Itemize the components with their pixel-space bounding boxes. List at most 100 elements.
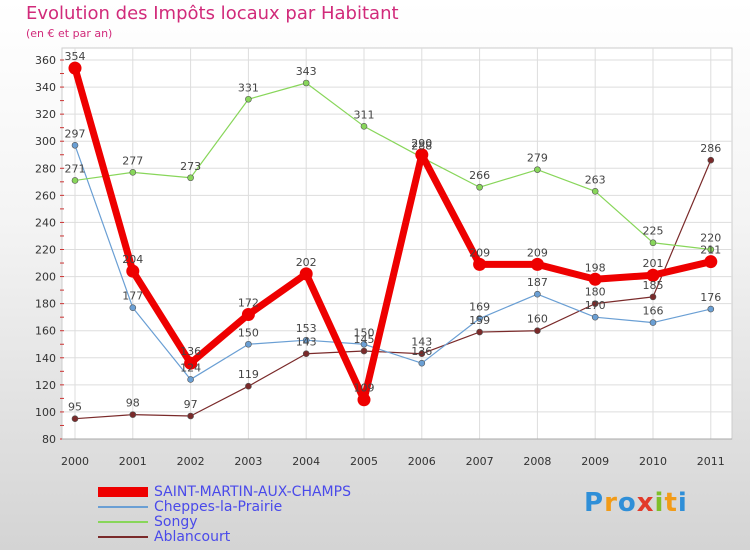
data-label: 354 — [65, 50, 86, 63]
data-label: 286 — [700, 142, 721, 155]
data-label: 95 — [68, 401, 82, 414]
legend-item-songy: Songy — [98, 513, 351, 530]
data-point — [129, 411, 137, 418]
data-point — [473, 257, 487, 271]
data-point — [534, 290, 541, 298]
data-point — [245, 340, 252, 348]
data-point — [591, 300, 599, 307]
data-label: 204 — [122, 253, 143, 266]
data-label: 202 — [296, 256, 317, 269]
data-point — [126, 264, 140, 278]
x-tick-label: 2000 — [61, 455, 89, 468]
data-label: 166 — [643, 305, 664, 318]
data-point — [302, 350, 310, 358]
data-label: 136 — [411, 345, 432, 358]
data-label: 288 — [411, 139, 432, 152]
legend-label: Songy — [154, 513, 198, 530]
plot-area — [61, 47, 733, 440]
y-tick-label: 100 — [35, 406, 56, 419]
data-label: 290 — [411, 137, 432, 150]
data-label: 185 — [643, 279, 664, 292]
logo-letter: t — [664, 488, 678, 518]
data-point — [649, 293, 657, 301]
data-point — [302, 79, 310, 87]
data-label: 159 — [469, 314, 490, 327]
data-label: 176 — [700, 291, 721, 304]
data-point — [530, 257, 544, 271]
legend-label: SAINT-MARTIN-AUX-CHAMPS — [154, 483, 351, 500]
data-label: 172 — [238, 296, 259, 309]
data-point — [360, 123, 368, 130]
data-point — [129, 304, 137, 312]
x-tick-label: 2004 — [292, 455, 320, 468]
data-point — [649, 319, 657, 326]
data-label: 209 — [527, 246, 548, 259]
data-point — [129, 169, 137, 176]
data-label: 271 — [65, 162, 86, 175]
data-point — [649, 239, 657, 247]
y-tick-label: 80 — [42, 433, 56, 446]
data-point — [357, 393, 371, 407]
data-point — [534, 166, 541, 173]
logo-letter: o — [617, 488, 637, 518]
data-point — [71, 141, 79, 149]
logo-letter: P — [584, 488, 605, 518]
data-label: 119 — [238, 368, 259, 381]
data-label: 311 — [354, 108, 375, 121]
data-label: 220 — [700, 232, 721, 245]
data-point — [245, 95, 252, 103]
data-label: 277 — [122, 154, 143, 167]
data-label: 136 — [180, 345, 201, 358]
y-tick-label: 160 — [35, 325, 56, 338]
y-tick-label: 360 — [35, 54, 56, 67]
data-point — [245, 382, 252, 390]
y-tick-label: 180 — [35, 298, 56, 311]
series-line — [74, 144, 712, 381]
x-tick-label: 2007 — [466, 455, 494, 468]
data-point — [707, 156, 715, 164]
x-tick-label: 2008 — [523, 455, 551, 468]
data-label: 153 — [296, 322, 317, 335]
data-label: 279 — [527, 152, 548, 165]
data-label: 201 — [643, 257, 664, 270]
logo-letter: r — [604, 488, 618, 518]
data-label: 266 — [469, 169, 490, 182]
legend-swatch — [98, 505, 148, 508]
data-point — [241, 307, 255, 321]
y-tick-label: 280 — [35, 162, 56, 175]
data-point — [418, 359, 426, 367]
x-tick-label: 2011 — [697, 455, 725, 468]
data-point — [68, 61, 82, 75]
data-point — [302, 336, 310, 344]
series-line — [74, 159, 712, 420]
data-label: 297 — [65, 127, 86, 140]
data-label: 180 — [585, 286, 606, 299]
legend-swatch — [98, 520, 148, 523]
data-point — [187, 376, 194, 383]
y-tick-label: 140 — [35, 352, 56, 365]
y-tick-label: 240 — [35, 216, 56, 229]
data-point — [71, 415, 79, 422]
data-point — [299, 267, 313, 281]
y-tick-label: 120 — [35, 379, 56, 392]
data-point — [360, 340, 368, 348]
x-tick-label: 2005 — [350, 455, 378, 468]
data-label: 109 — [354, 382, 375, 395]
y-tick-label: 300 — [35, 135, 56, 148]
data-point — [476, 315, 483, 322]
data-point — [187, 412, 194, 420]
data-label: 211 — [700, 244, 721, 257]
data-label: 209 — [469, 246, 490, 259]
data-label: 170 — [585, 299, 606, 312]
x-tick-label: 2001 — [119, 455, 147, 468]
data-point — [646, 268, 660, 282]
data-label: 263 — [585, 173, 606, 186]
y-tick-label: 340 — [35, 81, 56, 94]
y-tick-label: 260 — [35, 189, 56, 202]
chart-subtitle: (en € et par an) — [26, 27, 113, 40]
data-point — [187, 174, 194, 182]
x-tick-label: 2009 — [581, 455, 609, 468]
data-label: 97 — [184, 398, 198, 411]
data-label: 98 — [126, 397, 140, 410]
